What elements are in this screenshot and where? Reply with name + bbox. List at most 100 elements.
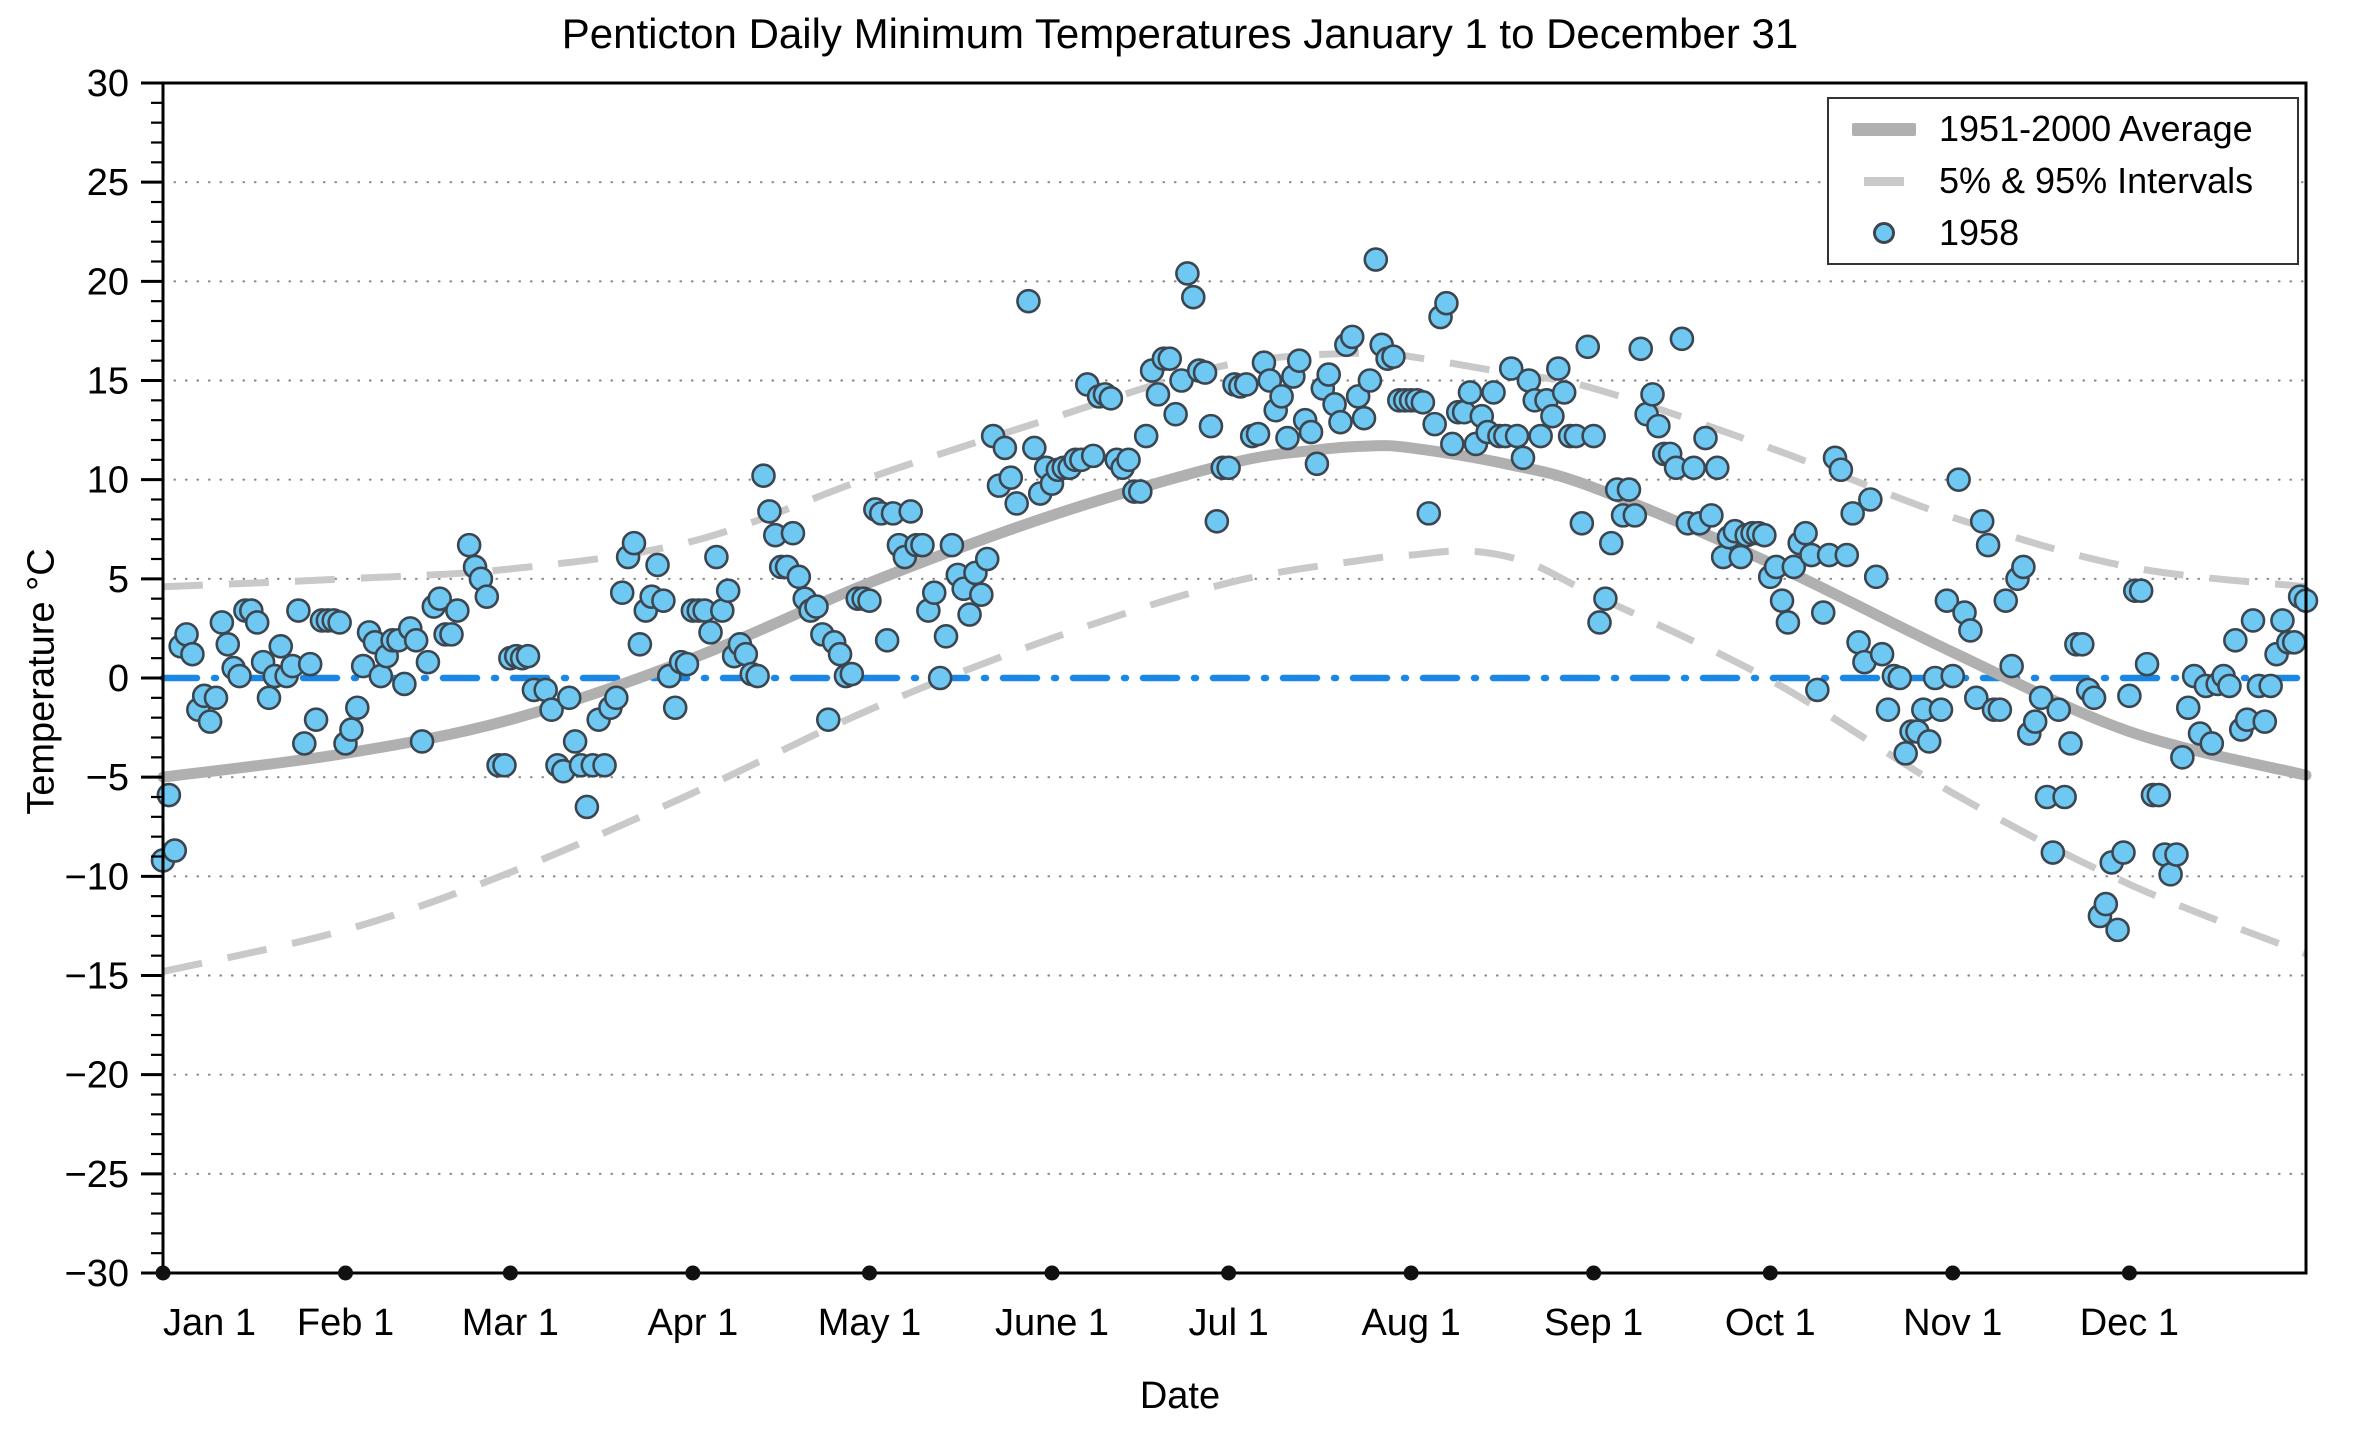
data-point-1958 — [1940, 663, 1966, 689]
data-point-1958 — [969, 582, 994, 608]
data-point-1958 — [2223, 628, 2248, 653]
data-point-1958 — [1622, 503, 1648, 528]
data-point-1958 — [780, 520, 806, 546]
x-tick-dot — [1586, 1265, 1602, 1281]
data-point-1958 — [1233, 372, 1259, 397]
x-tick-label: Jan 1 — [163, 1302, 256, 1344]
data-point-1958 — [2199, 731, 2225, 756]
x-tick-label: Jul 1 — [1188, 1302, 1268, 1344]
legend-label-1958: 1958 — [1939, 212, 2020, 253]
data-point-1958 — [2170, 745, 2195, 770]
data-point-1958 — [1504, 423, 1530, 449]
x-tick-label: Feb 1 — [297, 1302, 394, 1344]
data-point-1958 — [1116, 447, 1141, 473]
y-tick-label-15: 15 — [87, 361, 129, 403]
y-tick-label-25: 25 — [87, 162, 129, 204]
data-point-1958 — [1434, 290, 1459, 316]
data-point-1958 — [651, 588, 676, 613]
data-point-1958 — [1546, 356, 1571, 381]
data-point-1958 — [1704, 455, 1730, 481]
data-point-1958 — [556, 685, 582, 711]
data-point-1958 — [1339, 324, 1365, 350]
y-tick-label-30: 30 — [87, 63, 129, 105]
x-tick-dot — [338, 1265, 354, 1281]
data-point-1958 — [1958, 618, 1983, 643]
x-tick-label: Dec 1 — [2080, 1302, 2179, 1344]
data-point-1958 — [786, 564, 812, 590]
data-point-1958 — [1993, 588, 2019, 613]
data-point-1958 — [998, 465, 1024, 490]
data-point-1958 — [1728, 544, 1754, 570]
data-point-1958 — [1681, 455, 1707, 481]
data-point-1958 — [2058, 731, 2083, 756]
data-point-1958 — [256, 685, 282, 711]
data-point-1958 — [2164, 842, 2189, 867]
data-point-1958 — [1022, 435, 1047, 461]
data-point-1958 — [1416, 501, 1442, 526]
data-point-1958 — [1422, 411, 1447, 437]
data-point-1958 — [1204, 509, 1230, 534]
data-point-1958 — [539, 697, 564, 723]
data-point-1958 — [1363, 247, 1389, 272]
data-point-1958 — [2134, 651, 2160, 677]
data-point-1958 — [1693, 425, 1718, 451]
data-point-1958 — [1828, 457, 1854, 483]
data-point-1958 — [1351, 405, 1377, 431]
average-1951-2000-line — [157, 440, 2312, 783]
data-point-1958 — [715, 578, 741, 604]
x-tick-label: Apr 1 — [647, 1302, 738, 1344]
data-point-1958 — [1893, 741, 1918, 766]
data-point-1958 — [757, 499, 782, 524]
data-point-1958 — [2117, 683, 2142, 709]
legend-item-average: 1951-2000 Average — [1829, 103, 2297, 155]
data-point-1958 — [1775, 610, 1801, 635]
data-point-1958 — [1858, 487, 1883, 512]
data-point-1958 — [1840, 501, 1865, 526]
data-point-1958 — [209, 610, 235, 635]
x-tick-dot — [2121, 1265, 2137, 1281]
data-point-1958 — [2252, 709, 2278, 734]
data-point-1958 — [344, 695, 370, 721]
legend-item-1958: 1958 — [1829, 207, 2297, 259]
data-point-1958 — [197, 709, 223, 734]
data-point-1958 — [162, 838, 188, 863]
y-tick-label--15: −15 — [65, 956, 129, 998]
data-point-1958 — [857, 588, 882, 613]
data-point-1958 — [2040, 840, 2066, 865]
data-point-1958 — [1916, 729, 1942, 754]
data-point-1958 — [427, 586, 453, 611]
interval-dash-sample — [1829, 176, 1939, 186]
data-point-1958 — [268, 633, 294, 659]
scatter-marker-sample — [1829, 222, 1939, 244]
x-tick-label: Aug 1 — [1361, 1302, 1460, 1344]
data-point-1958 — [933, 624, 959, 649]
data-point-1958 — [291, 731, 317, 756]
data-point-1958 — [574, 794, 600, 820]
data-point-1958 — [403, 628, 429, 653]
data-point-1958 — [2046, 697, 2072, 723]
data-point-1958 — [839, 661, 865, 687]
data-point-1958 — [609, 580, 635, 606]
data-point-1958 — [1593, 586, 1618, 611]
data-point-1958 — [2111, 840, 2136, 865]
data-point-1958 — [751, 463, 776, 489]
x-axis-title: Date — [1139, 1375, 1221, 1417]
data-point-1958 — [815, 707, 841, 732]
data-point-1958 — [1752, 522, 1777, 548]
data-point-1958 — [1987, 697, 2013, 723]
legend-label-intervals: 5% & 95% Intervals — [1939, 160, 2254, 201]
data-point-1958 — [297, 651, 323, 677]
data-point-1958 — [1440, 431, 1465, 457]
data-point-1958 — [1328, 409, 1353, 435]
data-point-1958 — [492, 752, 517, 778]
data-point-1958 — [1286, 348, 1312, 373]
y-tick-label-10: 10 — [87, 460, 129, 502]
data-point-1958 — [303, 707, 329, 732]
legend-item-intervals: 5% & 95% Intervals — [1829, 155, 2297, 207]
data-point-1958 — [215, 631, 241, 657]
x-tick-label: Nov 1 — [1903, 1302, 2002, 1344]
data-point-1958 — [1145, 382, 1171, 407]
data-point-1958 — [621, 530, 647, 556]
